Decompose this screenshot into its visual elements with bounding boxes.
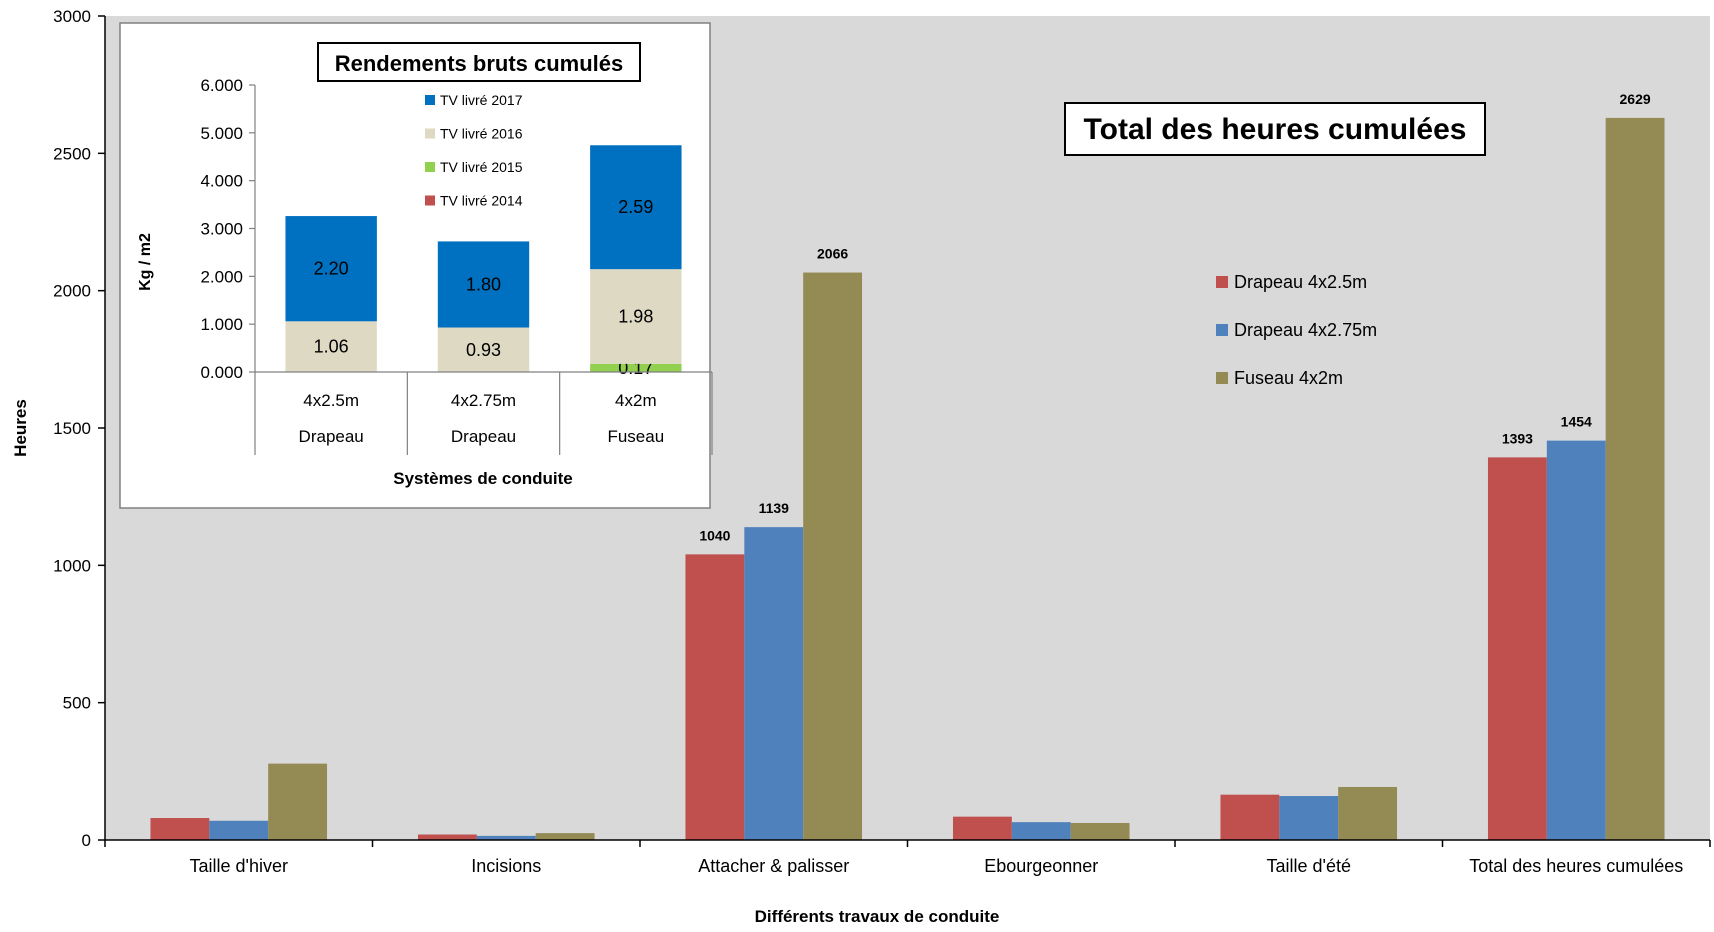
main-x-tick-label: Ebourgeonner (984, 856, 1098, 876)
inset-data-label: 0.93 (466, 340, 501, 360)
main-data-label: 1454 (1561, 414, 1592, 430)
inset-x-tick-label: 4x2.75m (451, 391, 516, 410)
main-legend-label: Fuseau 4x2m (1234, 368, 1343, 388)
inset-bar-segment (285, 321, 377, 372)
main-y-tick-label: 2000 (53, 282, 91, 301)
inset-legend-label: TV livré 2017 (440, 92, 523, 108)
inset-x-axis-label: Systèmes de conduite (393, 469, 573, 488)
main-bar (952, 816, 1012, 840)
main-x-tick-label: Incisions (471, 856, 541, 876)
inset-legend-label: TV livré 2016 (440, 126, 523, 142)
inset-x-tick-sublabel: Drapeau (299, 427, 364, 446)
inset-legend-swatch (425, 162, 435, 172)
inset-y-tick-label: 5.000 (200, 124, 243, 143)
inset-data-label: 2.20 (314, 259, 349, 279)
inset-bar-segment (590, 145, 682, 270)
inset-y-tick-label: 3.000 (200, 220, 243, 239)
main-bar (1487, 457, 1547, 840)
main-data-label: 1393 (1502, 430, 1533, 446)
inset-data-label: 1.80 (466, 274, 501, 294)
main-bar (685, 554, 745, 840)
inset-y-tick-label: 4.000 (200, 172, 243, 191)
inset-title: Rendements bruts cumulés (335, 51, 624, 76)
inset-legend-label: TV livré 2015 (440, 159, 523, 175)
inset-data-label: 1.98 (618, 307, 653, 327)
inset-x-axis: 4x2.5m Drapeau 4x2.75m Drapeau 4x2m Fuseau (254, 371, 713, 455)
main-data-label: 1139 (759, 500, 790, 516)
main-y-axis-ticks: 0 500 1000 1500 2000 2500 3000 (53, 7, 106, 850)
inset-y-tick-label: 2.000 (200, 267, 243, 286)
main-bar (1338, 786, 1398, 840)
main-y-tick-label: 1000 (53, 556, 91, 575)
main-y-tick-label: 3000 (53, 7, 91, 26)
main-y-axis-label: Heures (11, 399, 30, 457)
inset-y-tick-label: 1.000 (200, 315, 243, 334)
inset-x-tick-sublabel: Drapeau (451, 427, 516, 446)
main-bar (1220, 794, 1280, 840)
main-legend-swatch (1216, 324, 1228, 336)
main-bar (268, 763, 328, 840)
main-y-tick-label: 500 (63, 694, 91, 713)
main-title-box (1064, 102, 1486, 156)
main-x-axis-label: Différents travaux de conduite (755, 907, 1000, 926)
inset-y-tick-label: 0.000 (200, 363, 243, 382)
main-bar (1546, 440, 1606, 840)
inset-bar-segment (590, 269, 682, 364)
inset-bar-segment (437, 241, 530, 328)
main-legend-label: Drapeau 4x2.5m (1234, 272, 1367, 292)
main-y-tick-label: 2500 (53, 144, 91, 163)
main-bar (744, 527, 804, 840)
main-legend: Drapeau 4x2.5m Drapeau 4x2.75m Fuseau 4x2m (1216, 272, 1377, 388)
main-bar (476, 835, 536, 840)
main-legend-swatch (1216, 276, 1228, 288)
main-x-tick-label: Taille d'été (1267, 856, 1352, 876)
main-y-tick-label: 1500 (53, 419, 91, 438)
main-bar (1279, 796, 1339, 840)
inset-y-tick-label: 6.000 (200, 76, 243, 95)
inset-legend-swatch (425, 95, 435, 105)
main-y-tick-label: 0 (82, 831, 91, 850)
inset-legend: TV livré 2017 TV livré 2016 TV livré 2015 T… (425, 92, 523, 209)
main-bar (209, 820, 269, 840)
main-data-label: 2066 (817, 246, 848, 262)
main-data-labels: 1040 1139 2066 1393 1454 2629 (699, 91, 1651, 543)
main-title: Total des heures cumulées (1084, 113, 1467, 146)
inset-bar-segment (590, 363, 682, 372)
inset-x-tick-sublabel: Fuseau (607, 427, 664, 446)
inset-data-label: 1.06 (314, 337, 349, 357)
main-x-axis: Taille d'hiver Incisions Attacher & paliss… (104, 839, 1711, 876)
main-data-label: 1040 (699, 527, 730, 543)
main-bar (1011, 822, 1071, 840)
inset-bars: 1.062.200.931.800.171.982.59 (285, 145, 682, 378)
main-x-tick-label: Total des heures cumulées (1469, 856, 1683, 876)
main-bar (803, 272, 863, 840)
main-bar (150, 818, 210, 840)
inset-x-tick-label: 4x2m (615, 391, 657, 410)
main-x-tick-label: Attacher & palisser (698, 856, 849, 876)
inset-legend-swatch (425, 195, 435, 206)
main-bar (1070, 822, 1130, 840)
inset-title-box (317, 42, 641, 82)
main-data-label: 2629 (1620, 91, 1651, 107)
main-bar (535, 833, 595, 840)
main-legend-swatch (1216, 372, 1228, 384)
main-legend-label: Drapeau 4x2.75m (1234, 320, 1377, 340)
main-bar (417, 834, 477, 840)
inset-legend-label: TV livré 2014 (440, 193, 523, 209)
inset-x-tick-label: 4x2.5m (303, 391, 359, 410)
inset-bar-segment (437, 327, 530, 372)
main-bar (1605, 117, 1665, 840)
main-bars (150, 117, 1665, 840)
inset-y-axis-label: Kg / m2 (137, 233, 154, 291)
inset-data-label: 2.59 (618, 197, 653, 217)
inset-bar-segment (285, 216, 377, 322)
inset-y-axis-ticks: 0.000 1.000 2.000 3.000 4.000 5.000 6.000 (200, 76, 256, 382)
main-x-tick-label: Taille d'hiver (190, 856, 288, 876)
inset-legend-swatch (425, 128, 435, 139)
